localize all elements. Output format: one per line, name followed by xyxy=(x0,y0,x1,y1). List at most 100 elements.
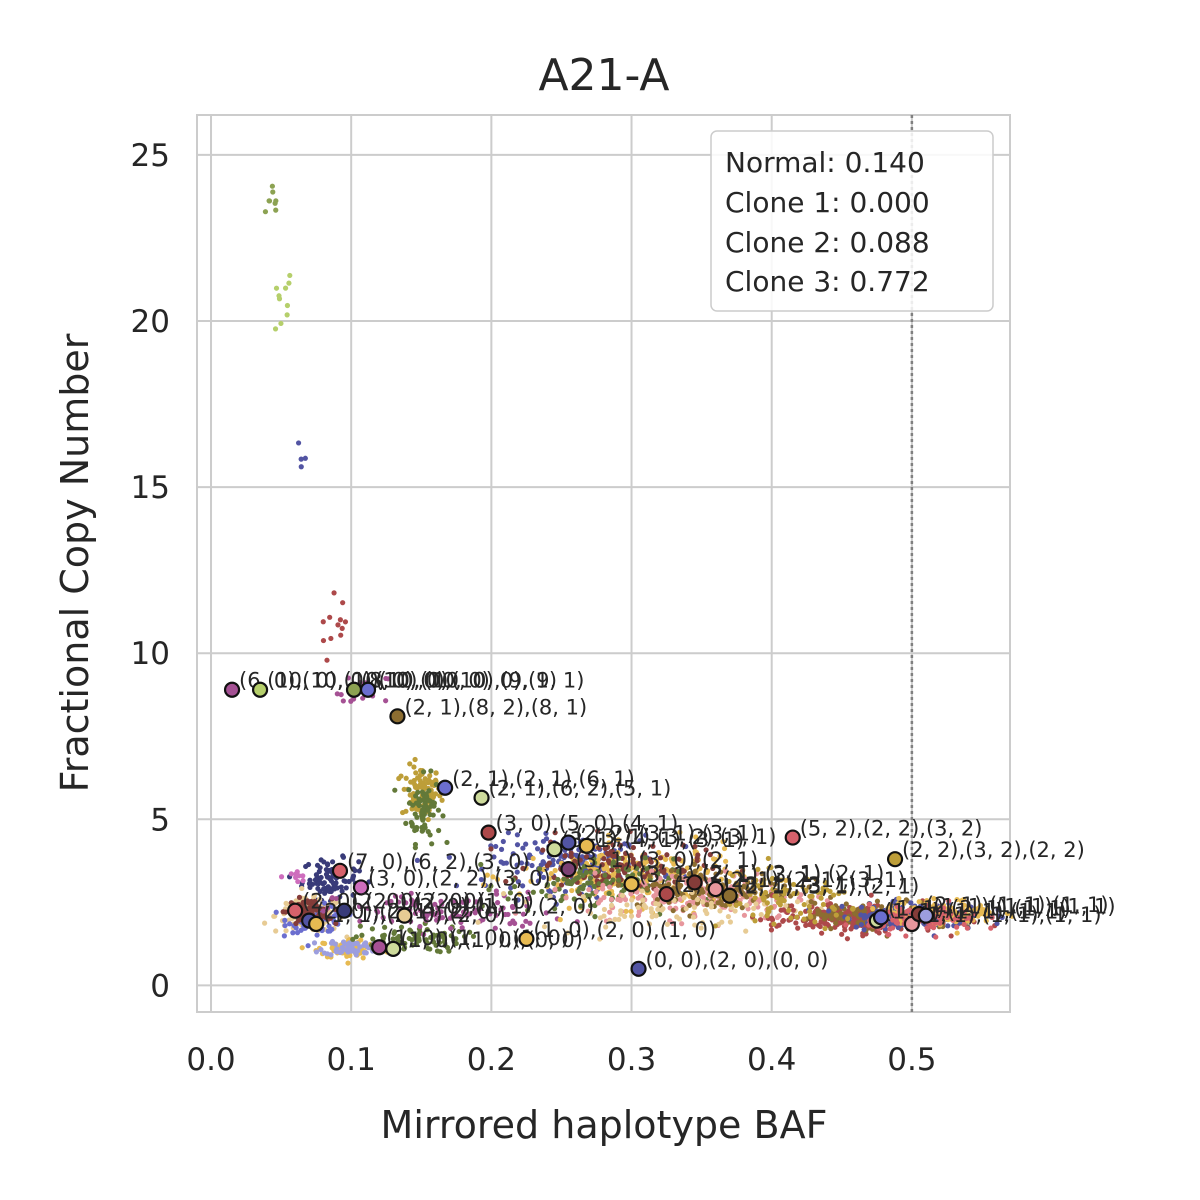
data-point xyxy=(529,862,535,869)
data-point xyxy=(287,272,293,279)
data-point xyxy=(503,860,510,866)
data-point xyxy=(750,912,756,918)
data-point xyxy=(615,896,621,903)
y-tick-label: 20 xyxy=(131,304,170,340)
data-point xyxy=(491,854,497,860)
data-point xyxy=(702,908,708,914)
cluster-label: (10, 0),(10, 0),(9, 1) xyxy=(375,669,584,693)
data-point xyxy=(800,883,806,890)
data-point xyxy=(704,902,710,908)
data-point xyxy=(845,916,851,922)
data-point xyxy=(607,884,613,890)
data-point xyxy=(712,923,718,929)
data-point xyxy=(807,893,813,899)
data-point xyxy=(654,888,660,894)
data-point xyxy=(625,843,632,849)
data-point xyxy=(771,921,777,927)
cluster-marker xyxy=(345,681,363,698)
data-point xyxy=(520,883,526,889)
data-point xyxy=(552,867,558,874)
data-point xyxy=(692,868,698,874)
data-point xyxy=(610,860,616,867)
data-point xyxy=(426,777,432,783)
data-point xyxy=(519,923,526,929)
data-point xyxy=(944,914,950,921)
data-point xyxy=(794,914,800,920)
data-point xyxy=(866,901,873,907)
data-point xyxy=(679,921,685,927)
data-point xyxy=(965,904,972,910)
x-axis-label: Mirrored haplotype BAF xyxy=(381,1103,828,1147)
data-point xyxy=(815,889,821,895)
data-point xyxy=(392,787,398,793)
data-point xyxy=(350,936,356,942)
data-point xyxy=(425,945,431,952)
data-point xyxy=(420,816,426,822)
data-point xyxy=(828,926,834,932)
data-point xyxy=(571,877,578,883)
data-point xyxy=(647,856,653,862)
data-point xyxy=(889,925,896,931)
data-point xyxy=(772,881,778,887)
data-point xyxy=(283,928,289,934)
data-point xyxy=(282,922,288,929)
cluster-label: (7, 0),(6, 2),(3, 0) xyxy=(347,850,530,874)
data-point xyxy=(438,898,444,904)
data-point xyxy=(320,908,326,914)
data-point xyxy=(524,861,530,867)
data-point xyxy=(568,853,574,860)
data-point xyxy=(303,863,309,870)
data-point xyxy=(282,917,288,923)
data-point xyxy=(505,896,511,902)
data-point xyxy=(723,858,729,864)
data-point xyxy=(641,862,647,868)
data-point xyxy=(552,830,558,836)
data-point xyxy=(793,920,799,926)
data-point xyxy=(592,870,598,876)
cluster-label: (2, 1),(8, 2),(8, 1) xyxy=(404,695,587,719)
data-point xyxy=(298,456,304,462)
data-point xyxy=(543,910,549,916)
cluster-marker xyxy=(473,789,490,806)
data-point xyxy=(460,899,466,905)
data-point xyxy=(801,916,807,922)
data-point xyxy=(494,900,501,906)
data-point xyxy=(971,910,978,917)
grid-lines xyxy=(197,115,1010,1012)
cluster-label: (0, 0),(2, 0),(0, 0) xyxy=(646,948,829,972)
data-point xyxy=(508,885,514,891)
data-point xyxy=(637,871,643,877)
data-point xyxy=(586,893,592,899)
data-point xyxy=(309,903,316,909)
data-point xyxy=(646,921,653,927)
data-point xyxy=(398,924,405,930)
data-point xyxy=(629,897,635,903)
data-point xyxy=(544,882,550,888)
data-point xyxy=(630,844,636,851)
data-point xyxy=(271,913,277,919)
data-point xyxy=(774,895,780,901)
data-point xyxy=(718,876,724,882)
data-point xyxy=(818,895,824,901)
data-point xyxy=(465,898,471,904)
data-point xyxy=(312,877,319,883)
data-point xyxy=(451,899,458,905)
data-point xyxy=(321,950,328,956)
data-point xyxy=(775,900,782,906)
data-point xyxy=(768,927,775,933)
data-point xyxy=(323,866,329,873)
data-point xyxy=(794,890,800,896)
data-point xyxy=(578,903,584,909)
data-point xyxy=(607,918,613,924)
data-point xyxy=(401,946,407,952)
data-point xyxy=(843,922,849,928)
data-point xyxy=(931,895,937,902)
data-point xyxy=(782,887,789,893)
data-point xyxy=(615,868,621,874)
data-point xyxy=(515,897,521,903)
data-point xyxy=(451,911,457,917)
data-point xyxy=(514,832,520,838)
data-point xyxy=(466,911,473,917)
data-point xyxy=(694,900,701,906)
data-point xyxy=(708,904,715,910)
